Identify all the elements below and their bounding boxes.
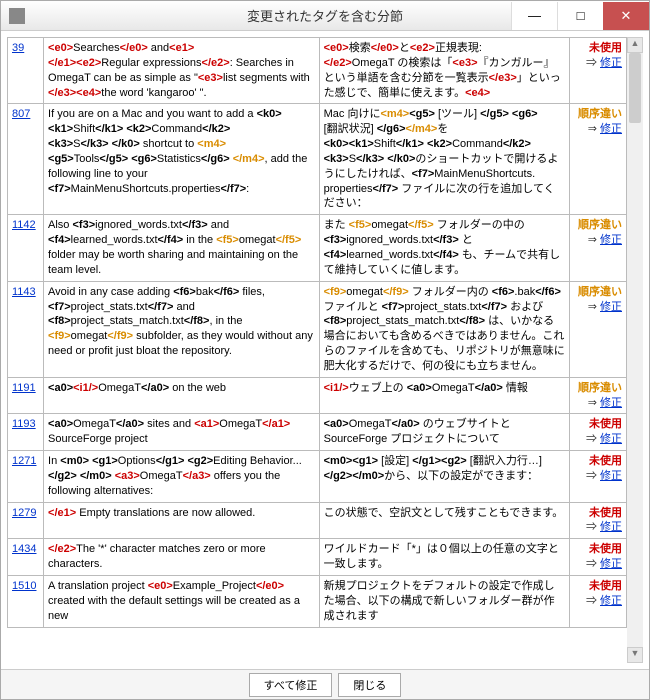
status-cell: 順序違い⇒ 修正	[569, 377, 626, 414]
target-cell: また <f5>omegat</f5> フォルダーの中の <f3>ignored_…	[319, 215, 569, 281]
segment-id-link[interactable]: 1193	[12, 418, 36, 430]
source-cell: A translation project <e0>Example_Projec…	[44, 576, 320, 628]
source-cell: </e2>The '*' character matches zero or m…	[44, 539, 320, 576]
window: 変更されたタグを含む分節 — □ ✕ 39 <e0>Searches</e0> a…	[0, 0, 650, 700]
fix-link[interactable]: 修正	[600, 57, 622, 69]
target-cell: この状態で、空訳文として残すこともできます。	[319, 502, 569, 539]
status-cell: 未使用⇒ 修正	[569, 502, 626, 539]
close-dialog-button[interactable]: 閉じる	[338, 673, 401, 697]
status-cell: 順序違い⇒ 修正	[569, 215, 626, 281]
source-cell: <a0><i1/>OmegaT</a0> on the web	[44, 377, 320, 414]
status-cell: 未使用⇒ 修正	[569, 576, 626, 628]
status-cell: 未使用⇒ 修正	[569, 539, 626, 576]
table-row: 1271 In <m0> <g1>Options</g1> <g2>Editing…	[8, 451, 627, 503]
source-cell: Avoid in any case adding <f6>bak</f6> fi…	[44, 281, 320, 377]
source-cell: If you are on a Mac and you want to add …	[44, 104, 320, 215]
segment-id-link[interactable]: 39	[12, 42, 24, 54]
fix-link[interactable]: 修正	[600, 470, 622, 482]
table-row: 39 <e0>Searches</e0> and<e1></e1><e2>Regu…	[8, 38, 627, 104]
target-cell: <a0>OmegaT</a0> のウェブサイトと SourceForge プロジ…	[319, 414, 569, 451]
segment-id-link[interactable]: 807	[12, 108, 30, 120]
status-cell: 順序違い⇒ 修正	[569, 281, 626, 377]
table-row: 1510 A translation project <e0>Example_Pr…	[8, 576, 627, 628]
table-row: 1191 <a0><i1/>OmegaT</a0> on the web<i1/>…	[8, 377, 627, 414]
fix-link[interactable]: 修正	[600, 123, 622, 135]
segment-id-link[interactable]: 1434	[12, 543, 36, 555]
target-cell: <f9>omegat</f9> フォルダー内の <f6>.bak</f6> ファ…	[319, 281, 569, 377]
vertical-scrollbar[interactable]: ▲ ▼	[627, 37, 643, 663]
segment-id-link[interactable]: 1191	[12, 382, 36, 394]
fix-link[interactable]: 修正	[600, 301, 622, 313]
status-cell: 未使用⇒ 修正	[569, 38, 626, 104]
scroll-thumb[interactable]	[629, 53, 641, 123]
segments-table: 39 <e0>Searches</e0> and<e1></e1><e2>Regu…	[7, 37, 627, 628]
target-cell: <e0>検索</e0>と<e2>正規表現:</e2>OmegaT の検索は「<e…	[319, 38, 569, 104]
fix-all-button[interactable]: すべて修正	[249, 673, 333, 697]
status-cell: 未使用⇒ 修正	[569, 414, 626, 451]
window-title: 変更されたタグを含む分節	[1, 6, 649, 25]
content-area: 39 <e0>Searches</e0> and<e1></e1><e2>Regu…	[1, 31, 649, 669]
source-cell: Also <f3>ignored_words.txt</f3> and <f4>…	[44, 215, 320, 281]
source-cell: <a0>OmegaT</a0> sites and <a1>OmegaT</a1…	[44, 414, 320, 451]
target-cell: <m0><g1> [設定] </g1><g2> [翻訳入力行…] </g2></…	[319, 451, 569, 503]
table-row: 1279 </e1> Empty translations are now all…	[8, 502, 627, 539]
scroll-up-icon[interactable]: ▲	[627, 37, 643, 53]
footer: すべて修正 閉じる	[1, 669, 649, 699]
table-row: 1193 <a0>OmegaT</a0> sites and <a1>OmegaT…	[8, 414, 627, 451]
segment-id-link[interactable]: 1510	[12, 580, 36, 592]
segment-id-link[interactable]: 1279	[12, 507, 36, 519]
source-cell: </e1> Empty translations are now allowed…	[44, 502, 320, 539]
fix-link[interactable]: 修正	[600, 433, 622, 445]
fix-link[interactable]: 修正	[600, 558, 622, 570]
source-cell: <e0>Searches</e0> and<e1></e1><e2>Regula…	[44, 38, 320, 104]
target-cell: <i1/>ウェブ上の <a0>OmegaT</a0> 情報	[319, 377, 569, 414]
fix-link[interactable]: 修正	[600, 397, 622, 409]
table-row: 807 If you are on a Mac and you want to a…	[8, 104, 627, 215]
fix-link[interactable]: 修正	[600, 595, 622, 607]
scroll-track[interactable]	[627, 53, 643, 647]
table-row: 1434 </e2>The '*' character matches zero …	[8, 539, 627, 576]
source-cell: In <m0> <g1>Options</g1> <g2>Editing Beh…	[44, 451, 320, 503]
segment-id-link[interactable]: 1271	[12, 455, 36, 467]
scroll-down-icon[interactable]: ▼	[627, 647, 643, 663]
target-cell: Mac 向けに<m4><g5> [ツール] </g5> <g6>[翻訳状況] <…	[319, 104, 569, 215]
target-cell: 新規プロジェクトをデフォルトの設定で作成した場合、以下の構成で新しいフォルダー群…	[319, 576, 569, 628]
status-cell: 順序違い⇒ 修正	[569, 104, 626, 215]
status-cell: 未使用⇒ 修正	[569, 451, 626, 503]
table-row: 1142 Also <f3>ignored_words.txt</f3> and …	[8, 215, 627, 281]
titlebar: 変更されたタグを含む分節 — □ ✕	[1, 1, 649, 31]
table-wrap: 39 <e0>Searches</e0> and<e1></e1><e2>Regu…	[7, 37, 627, 663]
segment-id-link[interactable]: 1142	[12, 219, 36, 231]
segment-id-link[interactable]: 1143	[12, 286, 36, 298]
fix-link[interactable]: 修正	[600, 521, 622, 533]
table-row: 1143 Avoid in any case adding <f6>bak</f6…	[8, 281, 627, 377]
target-cell: ワイルドカード「*」は０個以上の任意の文字と一致します。	[319, 539, 569, 576]
fix-link[interactable]: 修正	[600, 234, 622, 246]
